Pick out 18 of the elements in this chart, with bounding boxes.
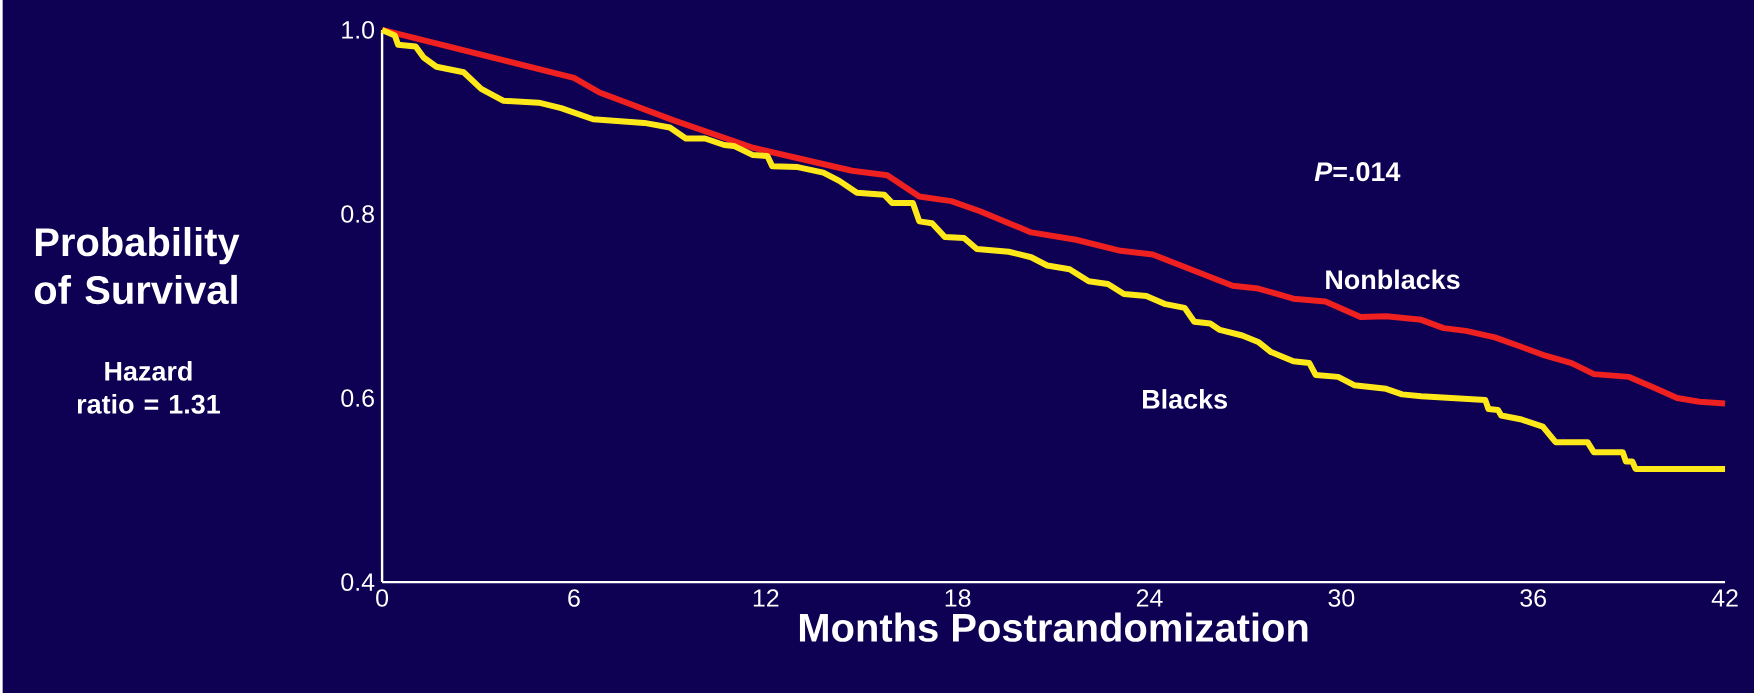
x-tick-label: 36 bbox=[1520, 589, 1546, 607]
x-tick-label: 24 bbox=[1136, 589, 1163, 607]
x-tick-label: 0 bbox=[376, 589, 389, 607]
y-tick-label: 0.8 bbox=[341, 205, 374, 223]
text: Blacks bbox=[1143, 389, 1228, 409]
x-tick-label: 30 bbox=[1328, 589, 1355, 607]
y-tick-label: 0.4 bbox=[341, 573, 375, 591]
y-tick-label: 1.0 bbox=[342, 21, 375, 39]
x-tick-label: 42 bbox=[1711, 589, 1738, 607]
annotation: P=.014 bbox=[1314, 162, 1401, 182]
x-tick-label: 12 bbox=[753, 589, 779, 607]
y-axis-title: Probability of Survival bbox=[34, 226, 240, 305]
x-tick-label: 6 bbox=[568, 589, 580, 607]
text: Hazard ratio = 1.31 bbox=[77, 361, 220, 414]
x-tick-label: 18 bbox=[945, 589, 971, 607]
series-label: Nonblacks bbox=[1326, 269, 1460, 290]
y-tick-label: 0.6 bbox=[341, 389, 374, 407]
x-axis-title: Months Postrandomization bbox=[799, 612, 1308, 642]
